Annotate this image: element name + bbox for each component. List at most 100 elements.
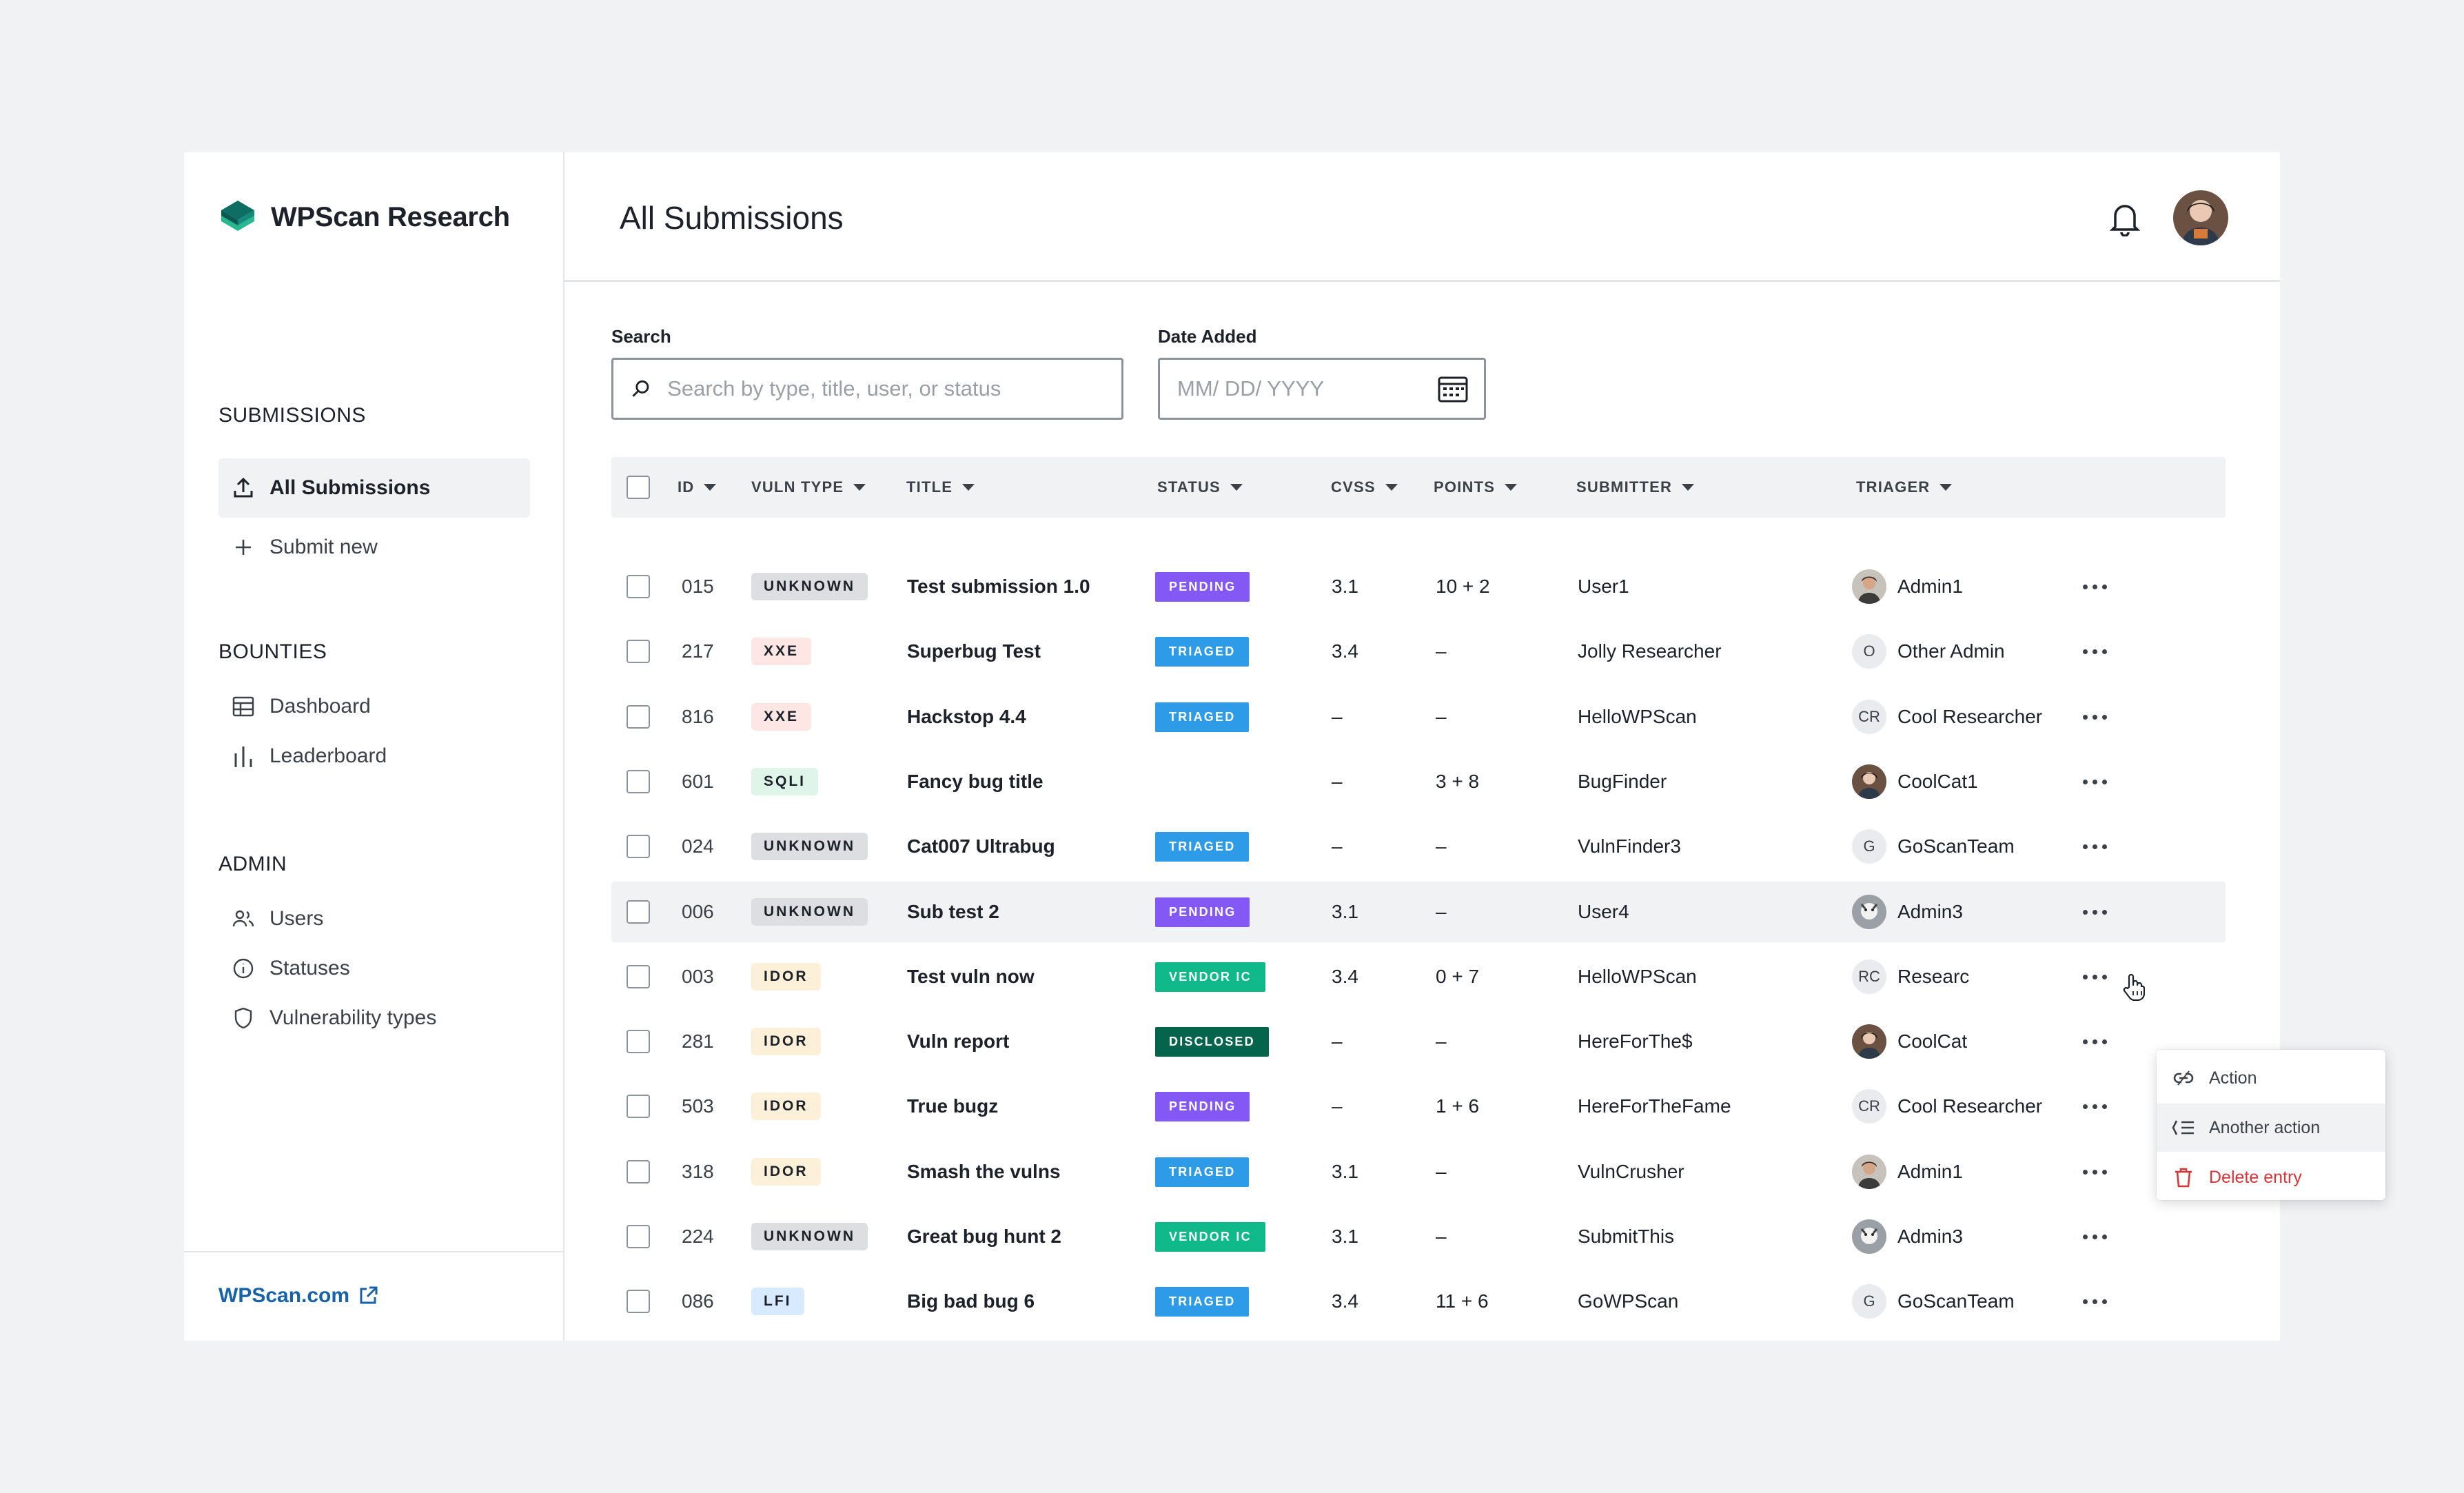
row-checkbox[interactable] — [627, 965, 650, 988]
table-row[interactable]: 015 UNKNOWN Test submission 1.0 PENDING … — [611, 556, 2226, 617]
cell-points: – — [1436, 706, 1447, 727]
menu-item-delete-entry[interactable]: Delete entry — [2157, 1153, 2385, 1201]
row-checkbox[interactable] — [627, 900, 650, 924]
cell-title[interactable]: Big bad bug 6 — [907, 1290, 1035, 1312]
cell-title[interactable]: Test submission 1.0 — [907, 576, 1090, 597]
cell-title[interactable]: Great bug hunt 2 — [907, 1226, 1061, 1247]
cell-title[interactable]: Cat007 Ultrabug — [907, 835, 1055, 857]
wpscan-logo-icon — [221, 201, 254, 231]
calendar-icon[interactable] — [1437, 374, 1469, 403]
menu-item-another-action[interactable]: Another action — [2157, 1104, 2385, 1152]
cell-title[interactable]: Hackstop 4.4 — [907, 706, 1026, 727]
triager-name: Researc — [1897, 966, 1970, 987]
cell-title[interactable]: Smash the vulns — [907, 1161, 1061, 1182]
column-header-id[interactable]: ID — [678, 457, 717, 518]
table-row[interactable]: 816 XXE Hackstop 4.4 TRIAGED – – HelloWP… — [611, 687, 2226, 747]
row-more-button[interactable] — [2070, 751, 2119, 812]
column-header-points[interactable]: POINTS — [1434, 457, 1518, 518]
menu-item-action[interactable]: Action — [2157, 1054, 2385, 1102]
cell-submitter: HereForTheFame — [1578, 1095, 1731, 1117]
column-header-triager[interactable]: TRIAGER — [1856, 457, 1953, 518]
row-checkbox[interactable] — [627, 1030, 650, 1053]
row-more-button[interactable] — [2070, 1076, 2119, 1137]
cell-status: TRIAGED — [1155, 621, 1250, 682]
triager-name: Other Admin — [1897, 640, 2005, 662]
wpscan-site-link[interactable]: WPScan.com — [218, 1284, 378, 1308]
cell-vuln-type: IDOR — [751, 946, 821, 1007]
ellipsis-icon — [2082, 909, 2088, 915]
row-more-button[interactable] — [2070, 556, 2119, 617]
row-more-button[interactable] — [2070, 1271, 2119, 1332]
cell-cvss: 3.4 — [1332, 966, 1358, 987]
sort-caret-icon — [1230, 484, 1243, 491]
brand[interactable]: WPScan Research — [218, 198, 510, 236]
row-checkbox[interactable] — [627, 705, 650, 729]
triager-avatar — [1852, 569, 1886, 604]
sidebar-item-leaderboard[interactable]: Leaderboard — [218, 731, 530, 781]
row-more-button[interactable] — [2070, 1141, 2119, 1202]
row-checkbox[interactable] — [627, 1095, 650, 1118]
triager-avatar — [1852, 764, 1886, 799]
table-row[interactable]: 601 SQLI Fancy bug title – 3 + 8 BugFind… — [611, 751, 2226, 812]
sidebar-item-users[interactable]: Users — [218, 894, 530, 944]
bell-icon[interactable] — [2108, 201, 2142, 236]
sidebar-item-statuses[interactable]: Statuses — [218, 944, 530, 993]
search-field[interactable] — [611, 358, 1123, 420]
cell-title[interactable]: Fancy bug title — [907, 771, 1043, 792]
row-checkbox[interactable] — [627, 1160, 650, 1184]
cell-title[interactable]: Sub test 2 — [907, 901, 999, 922]
table-row[interactable]: 503 IDOR True bugz PENDING – 1 + 6 HereF… — [611, 1076, 2226, 1137]
column-header-submitter[interactable]: SUBMITTER — [1576, 457, 1695, 518]
cell-points: – — [1436, 1226, 1447, 1247]
column-header-title[interactable]: TITLE — [906, 457, 975, 518]
row-checkbox[interactable] — [627, 1225, 650, 1248]
row-more-button[interactable] — [2070, 1206, 2119, 1267]
row-more-button[interactable] — [2070, 687, 2119, 747]
cell-submitter: HelloWPScan — [1578, 966, 1697, 987]
row-checkbox[interactable] — [627, 575, 650, 598]
row-checkbox[interactable] — [627, 770, 650, 793]
table-row[interactable]: 224 UNKNOWN Great bug hunt 2 VENDOR IC 3… — [611, 1206, 2226, 1267]
cell-cvss: 3.1 — [1332, 1226, 1358, 1247]
sidebar-footer: WPScan.com — [184, 1251, 563, 1341]
cell-triager: RC Researc — [1852, 946, 1969, 1007]
table-row[interactable]: 003 IDOR Test vuln now VENDOR IC 3.4 0 +… — [611, 946, 2226, 1007]
date-added-field[interactable] — [1158, 358, 1486, 420]
table-row[interactable]: 006 UNKNOWN Sub test 2 PENDING 3.1 – Use… — [611, 882, 2226, 942]
column-header-cvss[interactable]: CVSS — [1331, 457, 1398, 518]
row-checkbox[interactable] — [627, 1290, 650, 1313]
sidebar-item-vulnerability-types[interactable]: Vulnerability types — [218, 993, 530, 1043]
column-header-status[interactable]: STATUS — [1157, 457, 1243, 518]
sidebar-item-all-submissions[interactable]: All Submissions — [218, 458, 530, 518]
vuln-type-badge: UNKNOWN — [751, 1223, 868, 1250]
sidebar-item-dashboard[interactable]: Dashboard — [218, 682, 530, 731]
column-header-vuln-type[interactable]: VULN TYPE — [751, 457, 866, 518]
user-avatar[interactable] — [2173, 190, 2228, 245]
row-more-button[interactable] — [2070, 816, 2119, 877]
cell-title[interactable]: Test vuln now — [907, 966, 1035, 987]
table-row[interactable]: 318 IDOR Smash the vulns TRIAGED 3.1 – V… — [611, 1141, 2226, 1202]
table-row[interactable]: 086 LFI Big bad bug 6 TRIAGED 3.4 11 + 6… — [611, 1271, 2226, 1332]
table-row[interactable]: 281 IDOR Vuln report DISCLOSED – – HereF… — [611, 1011, 2226, 1072]
cell-triager: Admin3 — [1852, 1206, 1963, 1267]
cell-triager: G GoScanTeam — [1852, 816, 2015, 877]
cell-title[interactable]: True bugz — [907, 1095, 999, 1117]
row-more-button[interactable] — [2070, 621, 2119, 682]
cell-id: 015 — [682, 576, 714, 597]
row-more-button[interactable] — [2070, 1011, 2119, 1072]
cell-id: 086 — [682, 1290, 714, 1312]
search-input[interactable] — [667, 376, 1121, 401]
cell-title[interactable]: Vuln report — [907, 1030, 1010, 1052]
row-more-button[interactable] — [2070, 882, 2119, 942]
row-more-button[interactable] — [2070, 946, 2119, 1007]
row-checkbox[interactable] — [627, 835, 650, 858]
row-checkbox[interactable] — [627, 640, 650, 663]
sidebar-item-label: Vulnerability types — [269, 1006, 437, 1029]
select-all-checkbox[interactable] — [627, 476, 650, 499]
table-row[interactable]: 024 UNKNOWN Cat007 Ultrabug TRIAGED – – … — [611, 816, 2226, 877]
cell-title[interactable]: Superbug Test — [907, 640, 1041, 662]
table-row[interactable]: 217 XXE Superbug Test TRIAGED 3.4 – Joll… — [611, 621, 2226, 682]
date-input[interactable] — [1177, 376, 1437, 401]
cell-submitter: HelloWPScan — [1578, 706, 1697, 727]
sidebar-item-submit-new[interactable]: Submit new — [218, 518, 530, 577]
